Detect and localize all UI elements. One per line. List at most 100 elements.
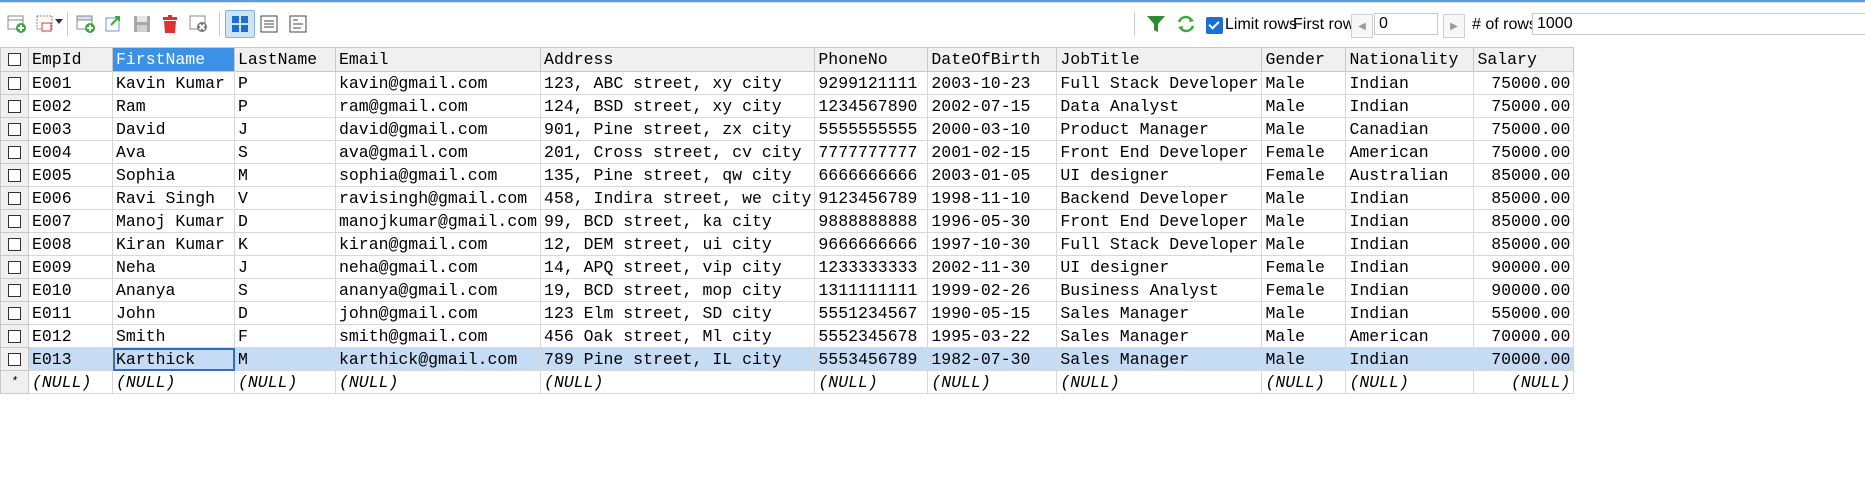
cell-empid[interactable]: E013 — [28, 347, 113, 371]
null-cell-empid[interactable]: (NULL) — [28, 370, 113, 394]
cell-jobtitle[interactable]: Backend Developer — [1056, 186, 1263, 210]
limit-rows-checkbox[interactable] — [1206, 17, 1223, 34]
null-cell-email[interactable]: (NULL) — [334, 370, 542, 394]
cell-salary[interactable]: 70000.00 — [1473, 347, 1575, 371]
cell-nationality[interactable]: Indian — [1345, 255, 1475, 279]
cell-jobtitle[interactable]: Front End Developer — [1056, 209, 1263, 233]
row-select-checkbox[interactable] — [0, 278, 29, 302]
cell-address[interactable]: 123, ABC street, xy city — [540, 71, 816, 95]
cell-firstname[interactable]: Smith — [112, 324, 235, 348]
cell-empid[interactable]: E001 — [28, 71, 113, 95]
duplicate-row-icon[interactable] — [99, 10, 129, 38]
cell-firstname[interactable]: Ava — [112, 140, 235, 164]
cell-phoneno[interactable]: 5555555555 — [814, 117, 929, 141]
row-select-checkbox[interactable] — [0, 186, 29, 210]
null-cell-salary[interactable]: (NULL) — [1473, 370, 1575, 394]
cell-lastname[interactable]: D — [234, 209, 336, 233]
cell-email[interactable]: david@gmail.com — [334, 117, 542, 141]
cell-phoneno[interactable]: 1311111111 — [814, 278, 929, 302]
column-header-address[interactable]: Address — [540, 47, 816, 72]
cell-empid[interactable]: E002 — [28, 94, 113, 118]
cell-salary[interactable]: 85000.00 — [1473, 163, 1575, 187]
column-header-email[interactable]: Email — [334, 47, 542, 72]
cell-salary[interactable]: 75000.00 — [1473, 140, 1575, 164]
row-select-checkbox[interactable] — [0, 117, 29, 141]
cell-gender[interactable]: Male — [1261, 301, 1347, 325]
cell-email[interactable]: kavin@gmail.com — [334, 71, 542, 95]
cell-address[interactable]: 456 Oak street, Ml city — [540, 324, 816, 348]
cell-jobtitle[interactable]: Business Analyst — [1056, 278, 1263, 302]
null-cell-jobtitle[interactable]: (NULL) — [1056, 370, 1263, 394]
cell-address[interactable]: 99, BCD street, ka city — [540, 209, 816, 233]
cell-email[interactable]: ananya@gmail.com — [334, 278, 542, 302]
cell-salary[interactable]: 85000.00 — [1473, 209, 1575, 233]
column-header-jobtitle[interactable]: JobTitle — [1056, 47, 1263, 72]
null-cell-dateofbirth[interactable]: (NULL) — [927, 370, 1058, 394]
column-header-gender[interactable]: Gender — [1261, 47, 1347, 72]
cell-phoneno[interactable]: 9123456789 — [814, 186, 929, 210]
cell-empid[interactable]: E008 — [28, 232, 113, 256]
cell-email[interactable]: sophia@gmail.com — [334, 163, 542, 187]
cell-dateofbirth[interactable]: 2000-03-10 — [927, 117, 1058, 141]
refresh-icon[interactable] — [1171, 10, 1201, 38]
row-select-checkbox[interactable] — [0, 301, 29, 325]
cell-firstname[interactable]: Kiran Kumar — [112, 232, 235, 256]
cell-salary[interactable]: 85000.00 — [1473, 186, 1575, 210]
previous-page-button[interactable]: ◀ — [1351, 14, 1373, 38]
row-select-checkbox[interactable] — [0, 140, 29, 164]
column-header-lastname[interactable]: LastName — [234, 47, 336, 72]
cell-gender[interactable]: Female — [1261, 163, 1347, 187]
null-cell-nationality[interactable]: (NULL) — [1345, 370, 1475, 394]
cell-dateofbirth[interactable]: 1997-10-30 — [927, 232, 1058, 256]
cell-jobtitle[interactable]: Full Stack Developer — [1056, 71, 1263, 95]
cell-firstname[interactable]: John — [112, 301, 235, 325]
cell-jobtitle[interactable]: Sales Manager — [1056, 301, 1263, 325]
column-header-empid[interactable]: EmpId — [28, 47, 113, 72]
insert-copy-icon[interactable] — [31, 10, 61, 38]
cancel-changes-icon[interactable] — [184, 10, 214, 38]
next-page-button[interactable]: ▶ — [1443, 14, 1465, 38]
column-header-phoneno[interactable]: PhoneNo — [814, 47, 929, 72]
new-row[interactable]: * (NULL) (NULL) (NULL) (NULL) (NULL) (NULL) (NU… — [0, 370, 1575, 394]
column-header-firstname[interactable]: FirstName — [112, 47, 235, 72]
cell-gender[interactable]: Female — [1261, 278, 1347, 302]
cell-gender[interactable]: Male — [1261, 209, 1347, 233]
cell-phoneno[interactable]: 6666666666 — [814, 163, 929, 187]
cell-salary[interactable]: 55000.00 — [1473, 301, 1575, 325]
cell-dateofbirth[interactable]: 1995-03-22 — [927, 324, 1058, 348]
cell-empid[interactable]: E005 — [28, 163, 113, 187]
cell-jobtitle[interactable]: Sales Manager — [1056, 347, 1263, 371]
cell-salary[interactable]: 90000.00 — [1473, 278, 1575, 302]
cell-lastname[interactable]: P — [234, 94, 336, 118]
cell-lastname[interactable]: J — [234, 255, 336, 279]
cell-nationality[interactable]: American — [1345, 140, 1475, 164]
add-row-icon[interactable] — [71, 10, 101, 38]
cell-firstname[interactable]: Manoj Kumar — [112, 209, 235, 233]
cell-gender[interactable]: Female — [1261, 255, 1347, 279]
select-all-checkbox[interactable] — [0, 47, 29, 72]
cell-phoneno[interactable]: 5553456789 — [814, 347, 929, 371]
cell-address[interactable]: 12, DEM street, ui city — [540, 232, 816, 256]
cell-jobtitle[interactable]: UI designer — [1056, 163, 1263, 187]
null-cell-firstname[interactable]: (NULL) — [112, 370, 235, 394]
cell-nationality[interactable]: Indian — [1345, 186, 1475, 210]
cell-empid[interactable]: E007 — [28, 209, 113, 233]
cell-nationality[interactable]: American — [1345, 324, 1475, 348]
cell-gender[interactable]: Male — [1261, 324, 1347, 348]
cell-lastname[interactable]: S — [234, 278, 336, 302]
cell-address[interactable]: 201, Cross street, cv city — [540, 140, 816, 164]
cell-empid[interactable]: E003 — [28, 117, 113, 141]
cell-gender[interactable]: Male — [1261, 186, 1347, 210]
row-select-checkbox[interactable] — [0, 255, 29, 279]
num-rows-input[interactable] — [1532, 13, 1865, 35]
cell-address[interactable]: 901, Pine street, zx city — [540, 117, 816, 141]
filter-icon[interactable] — [1141, 10, 1171, 38]
cell-firstname[interactable]: Ravi Singh — [112, 186, 235, 210]
cell-nationality[interactable]: Australian — [1345, 163, 1475, 187]
cell-address[interactable]: 19, BCD street, mop city — [540, 278, 816, 302]
cell-dateofbirth[interactable]: 2001-02-15 — [927, 140, 1058, 164]
cell-dateofbirth[interactable]: 1999-02-26 — [927, 278, 1058, 302]
